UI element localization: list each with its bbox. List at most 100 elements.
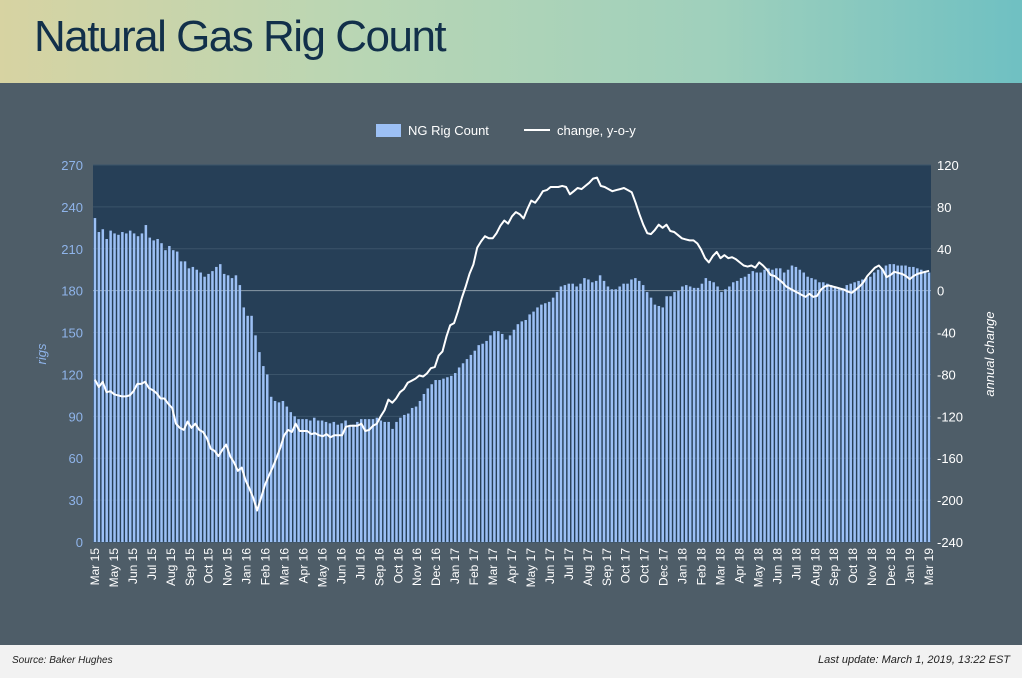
right-tick-label: -160: [937, 451, 963, 466]
bar: [912, 267, 915, 542]
bar: [137, 236, 140, 542]
x-tick-label: Jul 16: [353, 548, 367, 580]
bar: [501, 334, 504, 542]
right-axis-title: annual change: [982, 311, 997, 396]
x-tick-label: May 15: [107, 548, 121, 588]
bar: [313, 418, 316, 542]
bar: [474, 351, 477, 542]
bar: [481, 344, 484, 542]
x-tick-label: Dec 18: [884, 548, 898, 586]
bar: [673, 292, 676, 542]
bar: [125, 233, 128, 542]
bar: [622, 284, 625, 542]
bar: [787, 270, 790, 542]
bar: [109, 231, 112, 542]
bar: [450, 376, 453, 542]
bar: [387, 422, 390, 542]
bar: [164, 250, 167, 542]
bar: [646, 292, 649, 542]
bar: [564, 285, 567, 542]
bar: [505, 340, 508, 542]
x-tick-label: Mar 16: [278, 548, 292, 586]
bar: [243, 307, 246, 542]
bar: [889, 264, 892, 542]
right-tick-label: 0: [937, 284, 944, 299]
bar: [916, 268, 919, 542]
bar: [544, 303, 547, 542]
bar: [356, 422, 359, 542]
bar: [677, 291, 680, 542]
bar: [755, 273, 758, 542]
bar: [908, 267, 911, 542]
bar: [607, 286, 610, 542]
bar: [560, 286, 563, 542]
bar: [364, 419, 367, 542]
bar: [274, 401, 277, 542]
bar: [861, 279, 864, 542]
bar: [716, 286, 719, 542]
x-tick-label: Jun 16: [334, 548, 348, 584]
bar: [791, 266, 794, 542]
left-tick-label: 30: [69, 493, 83, 508]
bar: [556, 292, 559, 542]
bar: [697, 288, 700, 542]
chart-area: NG Rig Count change, y-o-y 0 30 60 90 120 150…: [0, 83, 1022, 645]
bar: [540, 305, 543, 542]
x-tick-label: May 17: [524, 548, 538, 588]
bar: [603, 281, 606, 542]
bar: [160, 243, 163, 542]
x-tick-label: Nov 18: [865, 548, 879, 586]
bar: [536, 307, 539, 542]
x-tick-label: Jun 15: [126, 548, 140, 584]
bar: [129, 231, 132, 542]
left-axis-title: rigs: [34, 343, 49, 364]
x-tick-label: Sep 17: [600, 548, 614, 586]
bar: [231, 278, 234, 542]
bar: [587, 279, 590, 542]
x-tick-label: Mar 18: [714, 548, 728, 586]
bar: [728, 286, 731, 542]
bar: [352, 425, 355, 542]
bar: [814, 279, 817, 542]
bar: [407, 414, 410, 542]
bar: [403, 415, 406, 542]
bar: [571, 284, 574, 542]
left-tick-label: 180: [61, 284, 83, 299]
bar: [771, 270, 774, 542]
bar: [822, 282, 825, 542]
bar: [896, 266, 899, 542]
bar: [568, 284, 571, 542]
last-update-text: Last update: March 1, 2019, 13:22 EST: [818, 654, 1010, 666]
left-tick-label: 60: [69, 451, 83, 466]
bar: [458, 367, 461, 542]
x-tick-label: Jan 17: [448, 548, 462, 584]
bar: [517, 324, 520, 542]
bar: [802, 273, 805, 542]
bar: [454, 373, 457, 542]
bar: [685, 285, 688, 542]
bar: [493, 331, 496, 542]
left-tick-label: 240: [61, 200, 83, 215]
bar: [266, 374, 269, 542]
bar: [705, 278, 708, 542]
x-axis: Mar 15 May 15 Jun 15 Jul 15 Aug 15 Sep 15 Oct …: [88, 548, 936, 588]
bar: [172, 250, 175, 542]
bar: [348, 426, 351, 542]
bar: [521, 321, 524, 542]
bar: [869, 277, 872, 542]
bar: [806, 277, 809, 542]
bar: [630, 279, 633, 542]
bar: [830, 285, 833, 542]
x-tick-label: Mar 15: [88, 548, 102, 586]
right-axis: -240-200-160-120-80-4004080120: [937, 158, 963, 550]
legend-label-rig-count: NG Rig Count: [408, 123, 489, 138]
x-tick-label: Sep 16: [372, 548, 386, 586]
bar: [286, 407, 289, 542]
legend-swatch-bar: [376, 124, 401, 137]
bar: [485, 341, 488, 542]
bar: [513, 330, 516, 542]
bar: [258, 352, 261, 542]
bar: [344, 421, 347, 542]
bar: [239, 285, 242, 542]
bar: [301, 419, 304, 542]
